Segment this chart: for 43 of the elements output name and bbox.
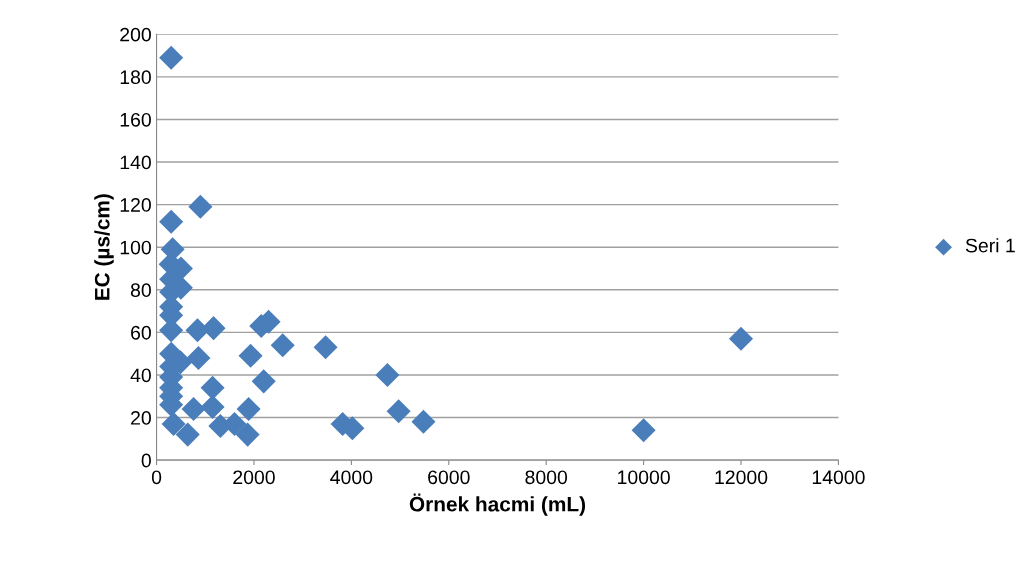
y-tick-label: 160: [120, 112, 151, 127]
y-tick-label: 100: [120, 240, 151, 255]
y-tick-label: 180: [120, 70, 151, 85]
point: [238, 343, 263, 368]
point: [159, 45, 184, 70]
point: [631, 418, 656, 443]
point: [728, 326, 754, 351]
x-tick-label: 10000: [618, 470, 670, 485]
y-tick-label: 80: [130, 283, 151, 298]
point: [313, 335, 338, 360]
y-tick-label: 60: [131, 325, 151, 340]
x-tick-label: 4000: [330, 470, 373, 485]
x-tick-label: 12000: [715, 470, 768, 485]
x-tick-label: 0: [151, 470, 162, 485]
x-tick-label: 6000: [428, 470, 470, 485]
x-axis-title: Örnek hacmi (mL): [409, 493, 586, 516]
point: [201, 316, 226, 341]
point: [175, 422, 200, 447]
point: [235, 422, 260, 447]
point: [159, 209, 184, 234]
point: [200, 375, 225, 400]
point: [236, 397, 261, 422]
y-tick-label: 0: [141, 453, 151, 468]
point: [386, 399, 411, 424]
point: [188, 194, 213, 219]
point: [270, 333, 295, 358]
y-tick-label: 40: [130, 368, 151, 383]
point: [186, 345, 211, 370]
y-tick-label: 120: [120, 198, 151, 212]
x-tick-label: 8000: [525, 470, 568, 485]
y-tick-label: 200: [120, 27, 151, 42]
point: [200, 394, 225, 419]
legend-label: Seri 1: [965, 238, 1015, 253]
point: [375, 362, 400, 388]
x-tick-label: 2000: [233, 470, 275, 485]
y-axis-title: EC (µs/cm): [94, 194, 114, 300]
point: [181, 397, 206, 422]
y-tick-label: 140: [120, 155, 151, 170]
point: [411, 409, 436, 434]
point: [161, 411, 186, 436]
x-tick-label: 14000: [812, 470, 865, 485]
point: [251, 369, 276, 394]
y-tick-label: 20: [131, 411, 151, 425]
